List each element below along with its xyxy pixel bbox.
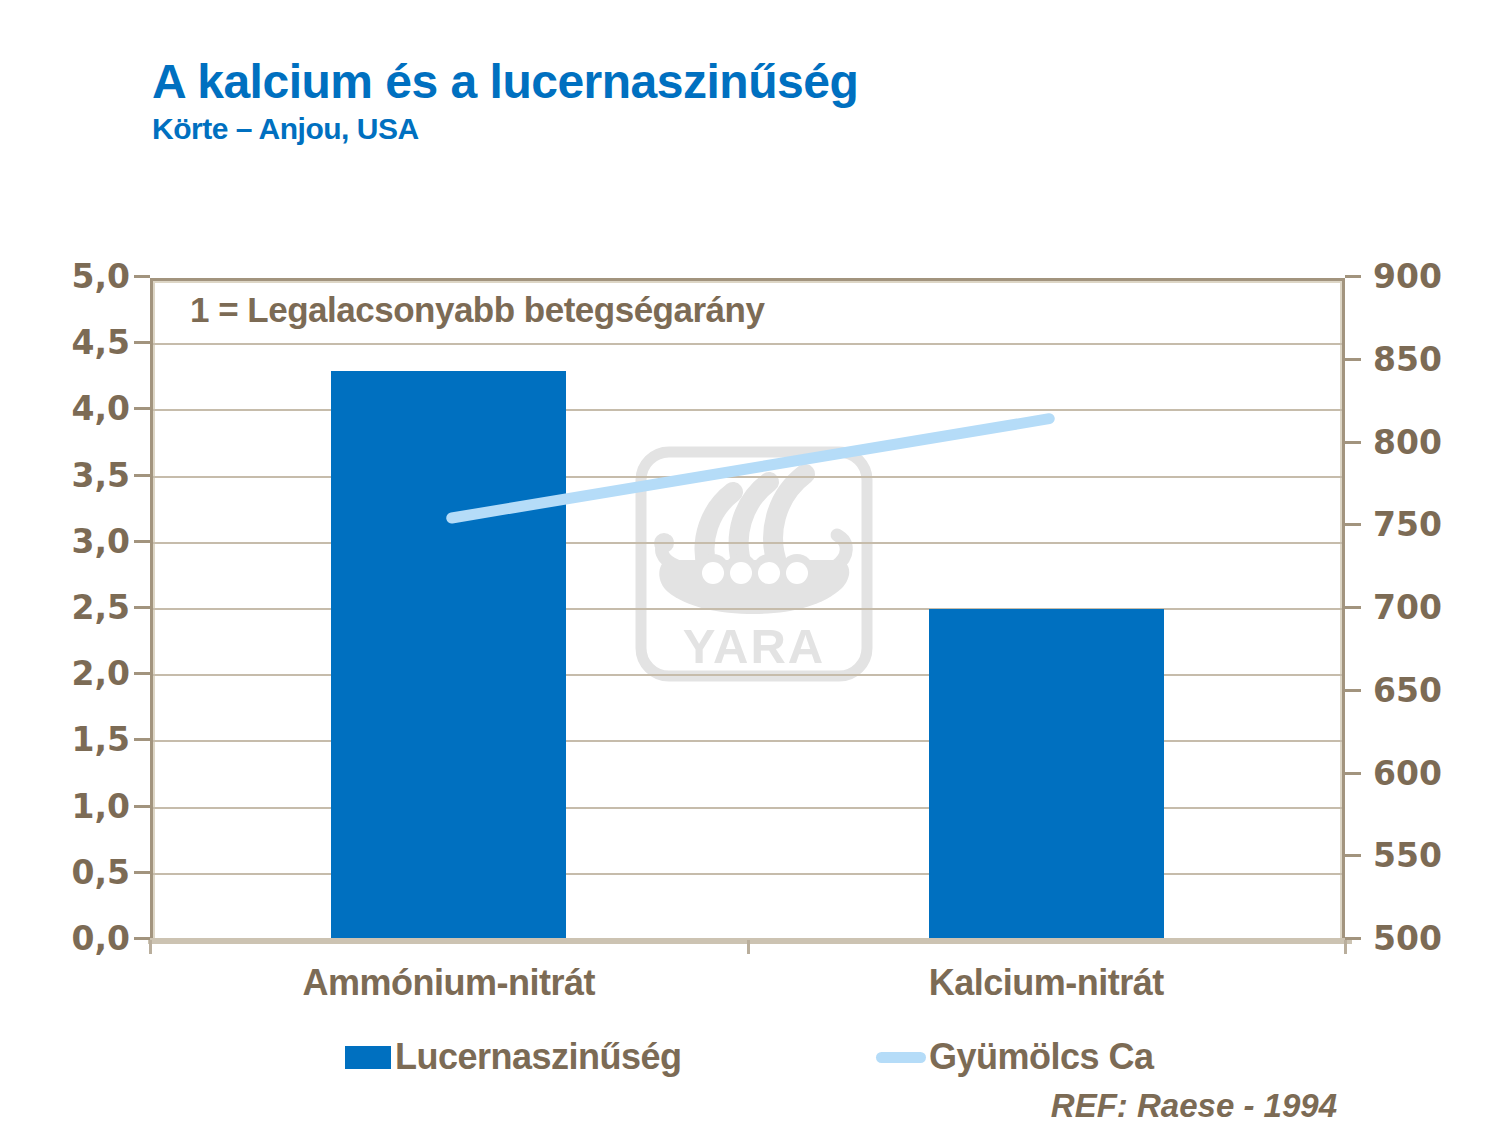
y-axis-right-tick-label: 750: [1373, 505, 1500, 544]
y-axis-left-tick-label: 4,0: [10, 389, 130, 428]
page-subtitle: Körte – Anjou, USA: [152, 112, 419, 146]
x-axis-category-label: Kalcium-nitrát: [746, 962, 1346, 1004]
x-axis-tick: [149, 940, 152, 954]
y-axis-left-tick-label: 3,0: [10, 522, 130, 561]
x-axis-category-label: Ammónium-nitrát: [149, 962, 749, 1004]
y-axis-right-tick-label: 550: [1373, 836, 1500, 875]
y-axis-left-tick: [134, 672, 150, 675]
y-axis-left-tick-label: 2,0: [10, 654, 130, 693]
y-axis-left-tick: [134, 474, 150, 477]
y-axis-right-tick: [1345, 772, 1361, 775]
x-axis-tick: [1344, 940, 1347, 954]
y-axis-right-tick-label: 800: [1373, 423, 1500, 462]
annotation-text: 1 = Legalacsonyabb betegségarány: [190, 290, 764, 330]
y-axis-right-tick-label: 850: [1373, 340, 1500, 379]
y-axis-left-tick: [134, 540, 150, 543]
x-axis-line: [148, 938, 1352, 944]
page: A kalcium és a lucernaszinűség Körte – A…: [0, 0, 1500, 1125]
y-axis-left-tick: [134, 407, 150, 410]
y-axis-left-tick: [134, 606, 150, 609]
y-axis-left-tick-label: 1,0: [10, 787, 130, 826]
y-axis-left-tick-label: 1,5: [10, 720, 130, 759]
y-axis-right-tick: [1345, 606, 1361, 609]
legend-bar-label: Lucernaszinűség: [395, 1036, 682, 1078]
y-axis-right-tick-label: 600: [1373, 754, 1500, 793]
y-axis-left-tick-label: 0,0: [10, 919, 130, 958]
y-axis-right-tick: [1345, 523, 1361, 526]
y-axis-right-tick-label: 700: [1373, 588, 1500, 627]
y-axis-left-tick: [134, 937, 150, 940]
y-axis-right-tick: [1345, 854, 1361, 857]
bar: [929, 609, 1164, 940]
yara-logo-watermark: YARA: [633, 444, 875, 684]
legend-line-label: Gyümölcs Ca: [929, 1036, 1154, 1078]
y-axis-right-tick: [1345, 441, 1361, 444]
gridline: [153, 343, 1342, 345]
y-axis-left-tick-label: 5,0: [10, 257, 130, 296]
watermark-text: YARA: [683, 619, 825, 673]
y-axis-left-tick: [134, 341, 150, 344]
y-axis-left-tick-label: 4,5: [10, 323, 130, 362]
y-axis-left-tick-label: 2,5: [10, 588, 130, 627]
y-axis-left-tick: [134, 805, 150, 808]
legend-line-swatch: [876, 1052, 926, 1063]
y-axis-right-tick-label: 900: [1373, 257, 1500, 296]
legend-item-line: Gyümölcs Ca: [876, 1036, 1154, 1078]
bar: [331, 371, 566, 940]
y-axis-left-tick: [134, 871, 150, 874]
page-title: A kalcium és a lucernaszinűség: [152, 54, 858, 109]
x-axis-tick: [747, 940, 750, 954]
legend-item-bar: Lucernaszinűség: [345, 1036, 682, 1078]
plot-area: YARA: [150, 278, 1345, 940]
y-axis-right-tick: [1345, 689, 1361, 692]
y-axis-right-tick: [1345, 937, 1361, 940]
y-axis-left-tick: [134, 275, 150, 278]
y-axis-left-tick-label: 3,5: [10, 456, 130, 495]
y-axis-right-tick: [1345, 358, 1361, 361]
y-axis-right-tick: [1345, 275, 1361, 278]
y-axis-right-tick-label: 500: [1373, 919, 1500, 958]
y-axis-left-tick-label: 0,5: [10, 853, 130, 892]
y-axis-right-tick-label: 650: [1373, 671, 1500, 710]
reference-text: REF: Raese - 1994: [1051, 1087, 1337, 1125]
legend-bar-swatch: [345, 1046, 391, 1069]
y-axis-left-tick: [134, 738, 150, 741]
